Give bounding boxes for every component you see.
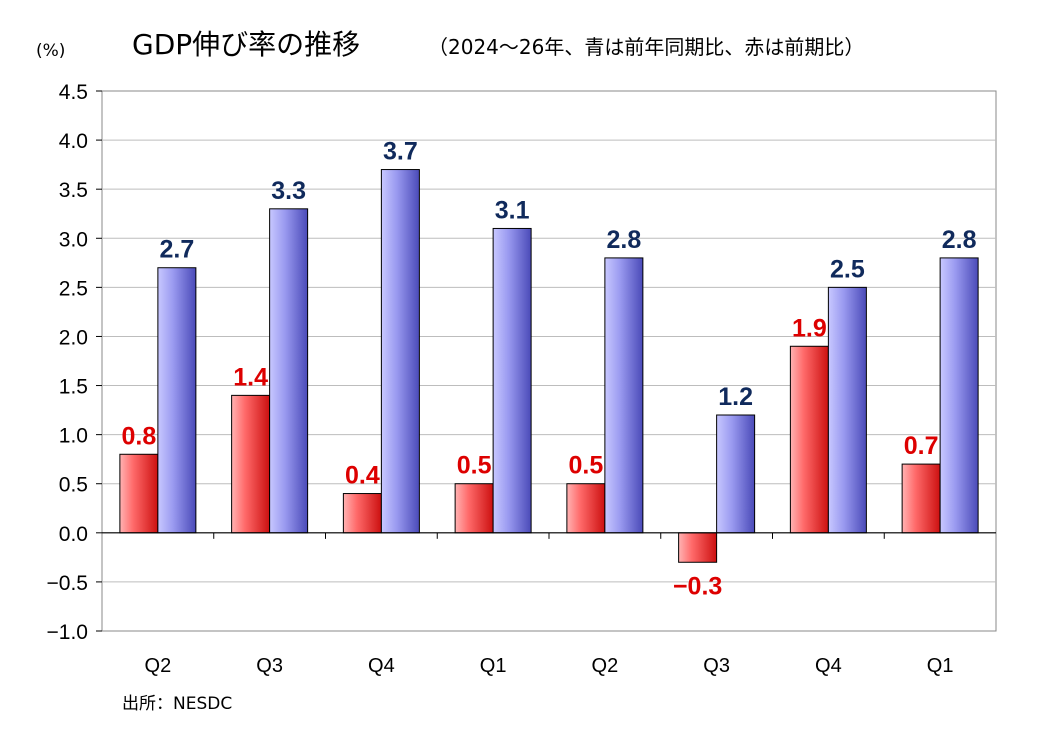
data-label-yoy: 3.7 [383, 138, 418, 166]
x-axis-ticks: Q2 Q3 Q4 Q1 Q2 Q3 Q4 Q1 [145, 532, 954, 677]
y-tick-label: 1.0 [59, 425, 88, 448]
y-tick-label: 2.5 [59, 277, 88, 300]
y-tick-label: 0.0 [59, 523, 88, 546]
data-label-yoy: 3.1 [495, 196, 530, 224]
data-label-qoq: 0.5 [457, 452, 492, 480]
y-tick-label: −1.0 [47, 621, 88, 644]
data-label-yoy: 2.7 [159, 236, 194, 264]
unit-label: (%) [36, 41, 65, 61]
bar-yoy [492, 227, 532, 534]
data-label-yoy: 2.8 [606, 226, 641, 254]
data-label-yoy: 2.5 [830, 255, 865, 283]
x-tick-label: Q1 [480, 655, 507, 677]
bar-qoq [901, 463, 941, 534]
bar-yoy [939, 257, 979, 534]
y-tick-label: 4.5 [59, 81, 88, 104]
x-tick-label: Q2 [592, 655, 619, 677]
y-tick-label: −0.5 [47, 572, 88, 595]
x-tick-label: Q3 [703, 655, 730, 677]
data-label-yoy: 2.8 [942, 226, 977, 254]
chart-title: GDP伸び率の推移 [132, 28, 360, 61]
data-label-qoq: 1.4 [233, 363, 268, 391]
data-labels: 0.8 2.7 1.4 3.3 0.4 3.7 0.5 3.1 0.5 2.8 −0.3 1.2 1.9… [121, 138, 976, 601]
data-label-qoq: 0.4 [345, 462, 380, 490]
data-label-qoq: −0.3 [673, 572, 722, 600]
data-label-qoq: 0.7 [904, 432, 939, 460]
y-tick-label: 1.5 [59, 376, 88, 399]
bar-qoq [678, 532, 718, 563]
data-label-qoq: 0.5 [568, 452, 603, 480]
x-tick-label: Q1 [927, 655, 954, 677]
bars [119, 169, 979, 563]
x-tick-label: Q2 [145, 655, 172, 677]
bar-yoy [604, 257, 644, 534]
x-tick-label: Q4 [815, 655, 842, 677]
bar-yoy [269, 208, 309, 534]
y-axis-ticks: 4.5 4.0 3.5 3.0 2.5 2.0 1.5 1.0 0.5 0.0 −0.5 −1.0 [47, 81, 102, 644]
y-tick-label: 2.0 [59, 326, 88, 349]
data-label-yoy: 3.3 [271, 177, 306, 205]
bar-qoq [566, 483, 606, 534]
bar-qoq [231, 394, 271, 534]
data-label-yoy: 1.2 [718, 383, 753, 411]
data-label-qoq: 0.8 [121, 422, 156, 450]
y-tick-label: 3.5 [59, 179, 88, 202]
chart-subtitle: （2024～26年、青は前年同期比、赤は前期比） [428, 35, 864, 59]
bar-yoy [716, 414, 756, 534]
x-tick-label: Q3 [256, 655, 283, 677]
bar-qoq [454, 483, 494, 534]
bar-qoq [789, 345, 829, 534]
y-tick-label: 3.0 [59, 228, 88, 251]
bar-qoq [119, 453, 159, 534]
source-note: 出所：NESDC [122, 694, 232, 714]
y-tick-label: 0.5 [59, 474, 88, 497]
y-tick-label: 4.0 [59, 130, 88, 153]
bar-yoy [157, 267, 197, 534]
bar-qoq [342, 493, 382, 534]
bar-yoy [827, 286, 867, 534]
bar-yoy [380, 169, 420, 534]
x-tick-label: Q4 [368, 655, 395, 677]
data-label-qoq: 1.9 [792, 314, 827, 342]
